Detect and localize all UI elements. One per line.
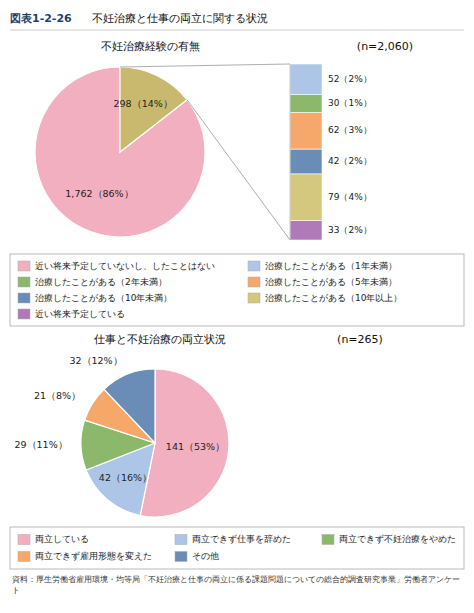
legend-swatch (18, 277, 30, 287)
legend-swatch (248, 293, 260, 303)
legend: 両立している 両立できず仕事を辞めた 両立できず不妊治療をやめた両立できず雇用形態を… (10, 527, 464, 569)
data-label: 62（3%） (328, 125, 372, 135)
legend-swatch (18, 552, 30, 562)
legend-swatch (18, 293, 30, 303)
data-label: 33（2%） (328, 225, 372, 235)
axis-line (290, 64, 291, 240)
connector (120, 64, 290, 67)
pie (81, 369, 229, 517)
bar-segment (290, 64, 322, 95)
legend-swatch (18, 309, 30, 319)
data-label: 1,762（86%） (65, 188, 133, 199)
background (0, 0, 474, 613)
data-label: 298（14%） (114, 98, 173, 109)
chart-subtitle: (n=2,060) (357, 40, 413, 53)
legend-entry: 治療したことがある（2年未満） (35, 277, 167, 287)
legend-entry: 近い将来予定している (35, 309, 125, 319)
header-rule (10, 30, 464, 31)
legend-entry: 両立できず仕事を辞めた (192, 534, 291, 544)
legend-entry: 治療したことがある（10年以上） (265, 293, 402, 303)
data-label: 79（4%） (328, 192, 372, 202)
legend-swatch (248, 261, 260, 271)
pie (35, 67, 205, 237)
chart-title: 仕事と不妊治療の両立状況 (94, 333, 226, 346)
bar-segment (290, 174, 322, 221)
legend-entry: 近い将来予定していないし、したことはない (35, 261, 215, 271)
bar-segment (290, 149, 322, 174)
data-label: 42（2%） (328, 156, 372, 166)
legend: 近い将来予定していないし、したことはない 治療したことがある（1年未満） 治療したこ… (10, 254, 464, 326)
bar-group (290, 64, 322, 240)
data-label: 29（11%） (14, 439, 67, 450)
legend-swatch (18, 535, 30, 545)
footer-line: 資料：厚生労働省雇用環境・均等局「不妊治療と仕事の両立に係る課題問題についての総… (12, 575, 460, 584)
legend-frame (10, 254, 464, 326)
bar-segment (290, 95, 322, 113)
footer-line: ト (12, 586, 20, 595)
figure-title: 不妊治療と仕事の両立に関する状況 (92, 12, 268, 25)
legend-swatch (322, 535, 334, 545)
footer: 資料：厚生労働省雇用環境・均等局「不妊治療と仕事の両立に係る課題問題についての総… (12, 575, 460, 595)
pie-slice (35, 67, 205, 237)
legend-entry: 両立している (35, 534, 89, 544)
figure: 図表1-2-26 不妊治療と仕事の両立に関する状況不妊治療経験の有無 (n=2,06… (0, 0, 474, 613)
bar-segment (290, 112, 322, 149)
data-label: 21（8%） (34, 390, 81, 401)
data-label: 42（16%） (99, 472, 152, 483)
legend-entry: その他 (192, 551, 219, 561)
figure-label: 図表1-2-26 (10, 12, 72, 25)
data-label: 30（1%） (328, 98, 372, 108)
legend-entry: 治療したことがある（10年未満） (35, 293, 172, 303)
pie-slice (120, 67, 187, 152)
legend-swatch (248, 277, 260, 287)
connector (187, 100, 290, 240)
legend-entry: 治療したことがある（5年未満） (265, 277, 397, 287)
legend-entry: 両立できず雇用形態を変えた (35, 551, 152, 561)
legend-swatch (175, 535, 187, 545)
legend-frame (10, 527, 464, 569)
chart-subtitle: (n=265) (337, 333, 383, 346)
legend-entry: 治療したことがある（1年未満） (265, 261, 397, 271)
data-label: 141（53%） (166, 441, 225, 452)
legend-swatch (175, 552, 187, 562)
legend-swatch (18, 261, 30, 271)
legend-entry: 両立できず不妊治療をやめた (339, 534, 456, 544)
chart-title: 不妊治療経験の有無 (101, 40, 200, 53)
bar-segment (290, 221, 322, 240)
data-label: 32（12%） (69, 355, 122, 366)
pie-slice (104, 369, 155, 443)
data-label: 52（2%） (328, 74, 372, 84)
